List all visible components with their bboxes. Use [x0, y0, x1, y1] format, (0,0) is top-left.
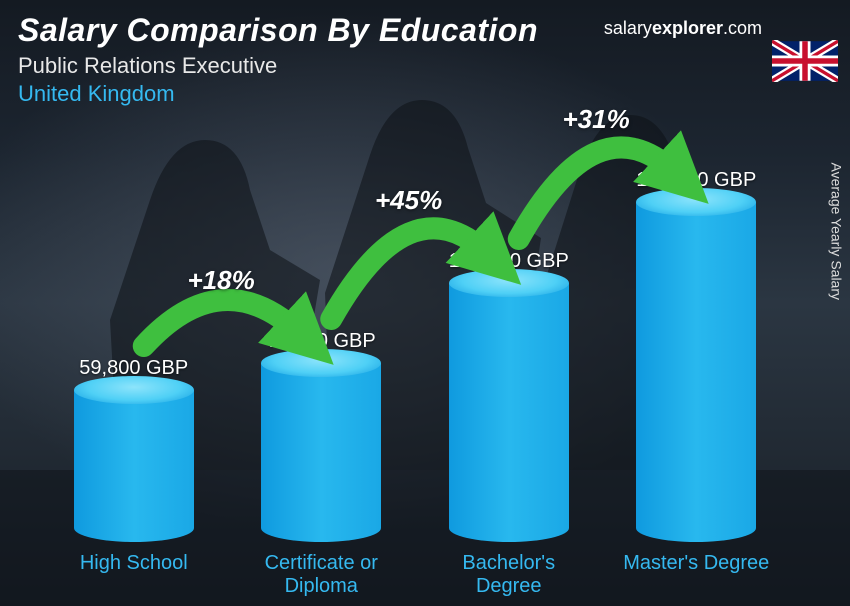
brand-prefix: salary — [604, 18, 652, 38]
page-subtitle: Public Relations Executive — [18, 53, 538, 79]
brand-tld: .com — [723, 18, 762, 38]
bar-group: 102,000 GBP — [429, 250, 589, 542]
bar-top-ellipse — [636, 188, 756, 216]
bar-body — [74, 390, 194, 542]
x-axis-labels: High School Certificate or Diploma Bachelo… — [40, 552, 790, 598]
bar-top-ellipse — [261, 349, 381, 377]
uk-flag-icon — [772, 40, 838, 82]
bar-group: 59,800 GBP — [54, 357, 214, 542]
percent-increase-label: +18% — [188, 265, 255, 296]
bar — [74, 390, 194, 542]
percent-increase-label: +45% — [375, 185, 442, 216]
y-axis-label: Average Yearly Salary — [828, 163, 844, 301]
bar-category-label: Master's Degree — [616, 552, 776, 598]
bar-group: 134,000 GBP — [616, 169, 776, 542]
header-block: Salary Comparison By Education Public Re… — [18, 12, 538, 107]
bar-top-ellipse — [74, 376, 194, 404]
bar-body — [636, 202, 756, 542]
bar-body — [261, 363, 381, 542]
bar-category-label: Certificate or Diploma — [241, 552, 401, 598]
country-label: United Kingdom — [18, 81, 538, 107]
bar-top-ellipse — [449, 269, 569, 297]
bar — [449, 283, 569, 542]
brand-suffix: explorer — [652, 18, 723, 38]
bar-category-label: Bachelor's Degree — [429, 552, 589, 598]
bar-body — [449, 283, 569, 542]
percent-increase-label: +31% — [563, 104, 630, 135]
bar-group: 70,400 GBP — [241, 330, 401, 542]
bar — [636, 202, 756, 542]
page-title: Salary Comparison By Education — [18, 12, 538, 49]
bar-category-label: High School — [54, 552, 214, 598]
bar — [261, 363, 381, 542]
brand-watermark: salaryexplorer.com — [604, 18, 762, 39]
